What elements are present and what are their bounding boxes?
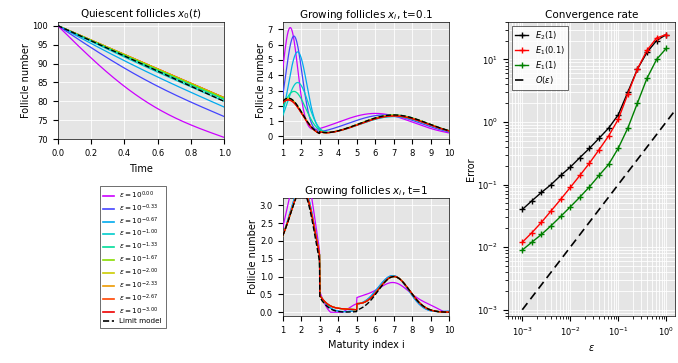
$E_1(0.1)$: [527, 231, 536, 235]
$E_1(1)$: [662, 46, 671, 50]
$E_1(0.1)$: [557, 197, 565, 201]
$E_2(1)$: [652, 38, 660, 43]
$E_1(1)$: [624, 126, 632, 130]
$E_1(1)$: [605, 162, 613, 167]
Title: Convergence rate: Convergence rate: [544, 9, 638, 20]
$E_1(0.1)$: [652, 36, 660, 40]
Y-axis label: Follicle number: Follicle number: [21, 43, 31, 118]
$E_1(0.1)$: [662, 32, 671, 37]
$E_2(1)$: [547, 183, 555, 187]
Title: Quiescent follicles $x_0(t)$: Quiescent follicles $x_0(t)$: [80, 8, 202, 21]
$E_1(1)$: [652, 57, 660, 62]
Title: Growing follicles $x_i$, t=1: Growing follicles $x_i$, t=1: [304, 184, 428, 198]
$E_2(1)$: [643, 50, 651, 54]
$E_1(1)$: [557, 214, 565, 219]
$E_2(1)$: [527, 199, 536, 203]
$E_1(0.1)$: [576, 173, 584, 178]
Y-axis label: Error: Error: [466, 157, 476, 181]
Line: $E_1(1)$: $E_1(1)$: [519, 46, 669, 253]
$E_2(1)$: [518, 207, 526, 212]
X-axis label: Maturity index i: Maturity index i: [327, 340, 405, 350]
$E_1(1)$: [614, 146, 622, 151]
$E_1(0.1)$: [643, 48, 651, 53]
$E_2(1)$: [566, 165, 574, 169]
$E_2(1)$: [633, 67, 641, 71]
$E_1(0.1)$: [633, 67, 641, 71]
Legend: $\varepsilon = 10^{0.00}$, $\varepsilon = 10^{-0.33}$, $\varepsilon = 10^{-0.67}: $\varepsilon = 10^{0.00}$, $\varepsilon …: [100, 186, 165, 328]
$E_1(0.1)$: [518, 240, 526, 244]
$E_1(1)$: [585, 185, 593, 189]
Y-axis label: Follicle number: Follicle number: [256, 43, 266, 118]
$E_2(1)$: [585, 146, 593, 151]
$E_2(1)$: [538, 190, 546, 195]
$E_2(1)$: [614, 113, 622, 117]
$E_1(0.1)$: [614, 117, 622, 122]
$E_1(1)$: [538, 232, 546, 237]
$E_1(0.1)$: [595, 148, 603, 152]
$E_2(1)$: [662, 32, 671, 37]
$E_2(1)$: [595, 136, 603, 140]
$E_1(1)$: [633, 101, 641, 105]
$E_1(1)$: [547, 224, 555, 228]
$E_2(1)$: [624, 90, 632, 94]
Title: Growing follicles $x_i$, t=0.1: Growing follicles $x_i$, t=0.1: [299, 8, 433, 22]
$E_1(1)$: [518, 248, 526, 252]
$E_1(1)$: [595, 173, 603, 178]
$E_1(0.1)$: [624, 92, 632, 96]
$E_2(1)$: [576, 155, 584, 160]
$E_1(0.1)$: [585, 161, 593, 166]
Line: $E_2(1)$: $E_2(1)$: [519, 32, 669, 212]
X-axis label: Time: Time: [129, 164, 153, 174]
$E_1(0.1)$: [605, 134, 613, 138]
$E_1(0.1)$: [538, 220, 546, 224]
$E_1(0.1)$: [566, 185, 574, 189]
$E_2(1)$: [557, 173, 565, 178]
Y-axis label: Follicle number: Follicle number: [248, 220, 258, 294]
$E_1(1)$: [566, 205, 574, 209]
$E_1(1)$: [643, 76, 651, 81]
$E_1(1)$: [576, 195, 584, 199]
$E_1(1)$: [527, 240, 536, 244]
$E_2(1)$: [605, 126, 613, 130]
Legend: $E_2(1)$, $E_1(0.1)$, $E_1(1)$, $O(\varepsilon)$: $E_2(1)$, $E_1(0.1)$, $E_1(1)$, $O(\vare…: [512, 26, 568, 90]
Line: $E_1(0.1)$: $E_1(0.1)$: [519, 32, 669, 245]
X-axis label: $\varepsilon$: $\varepsilon$: [588, 343, 595, 354]
$E_1(0.1)$: [547, 209, 555, 213]
